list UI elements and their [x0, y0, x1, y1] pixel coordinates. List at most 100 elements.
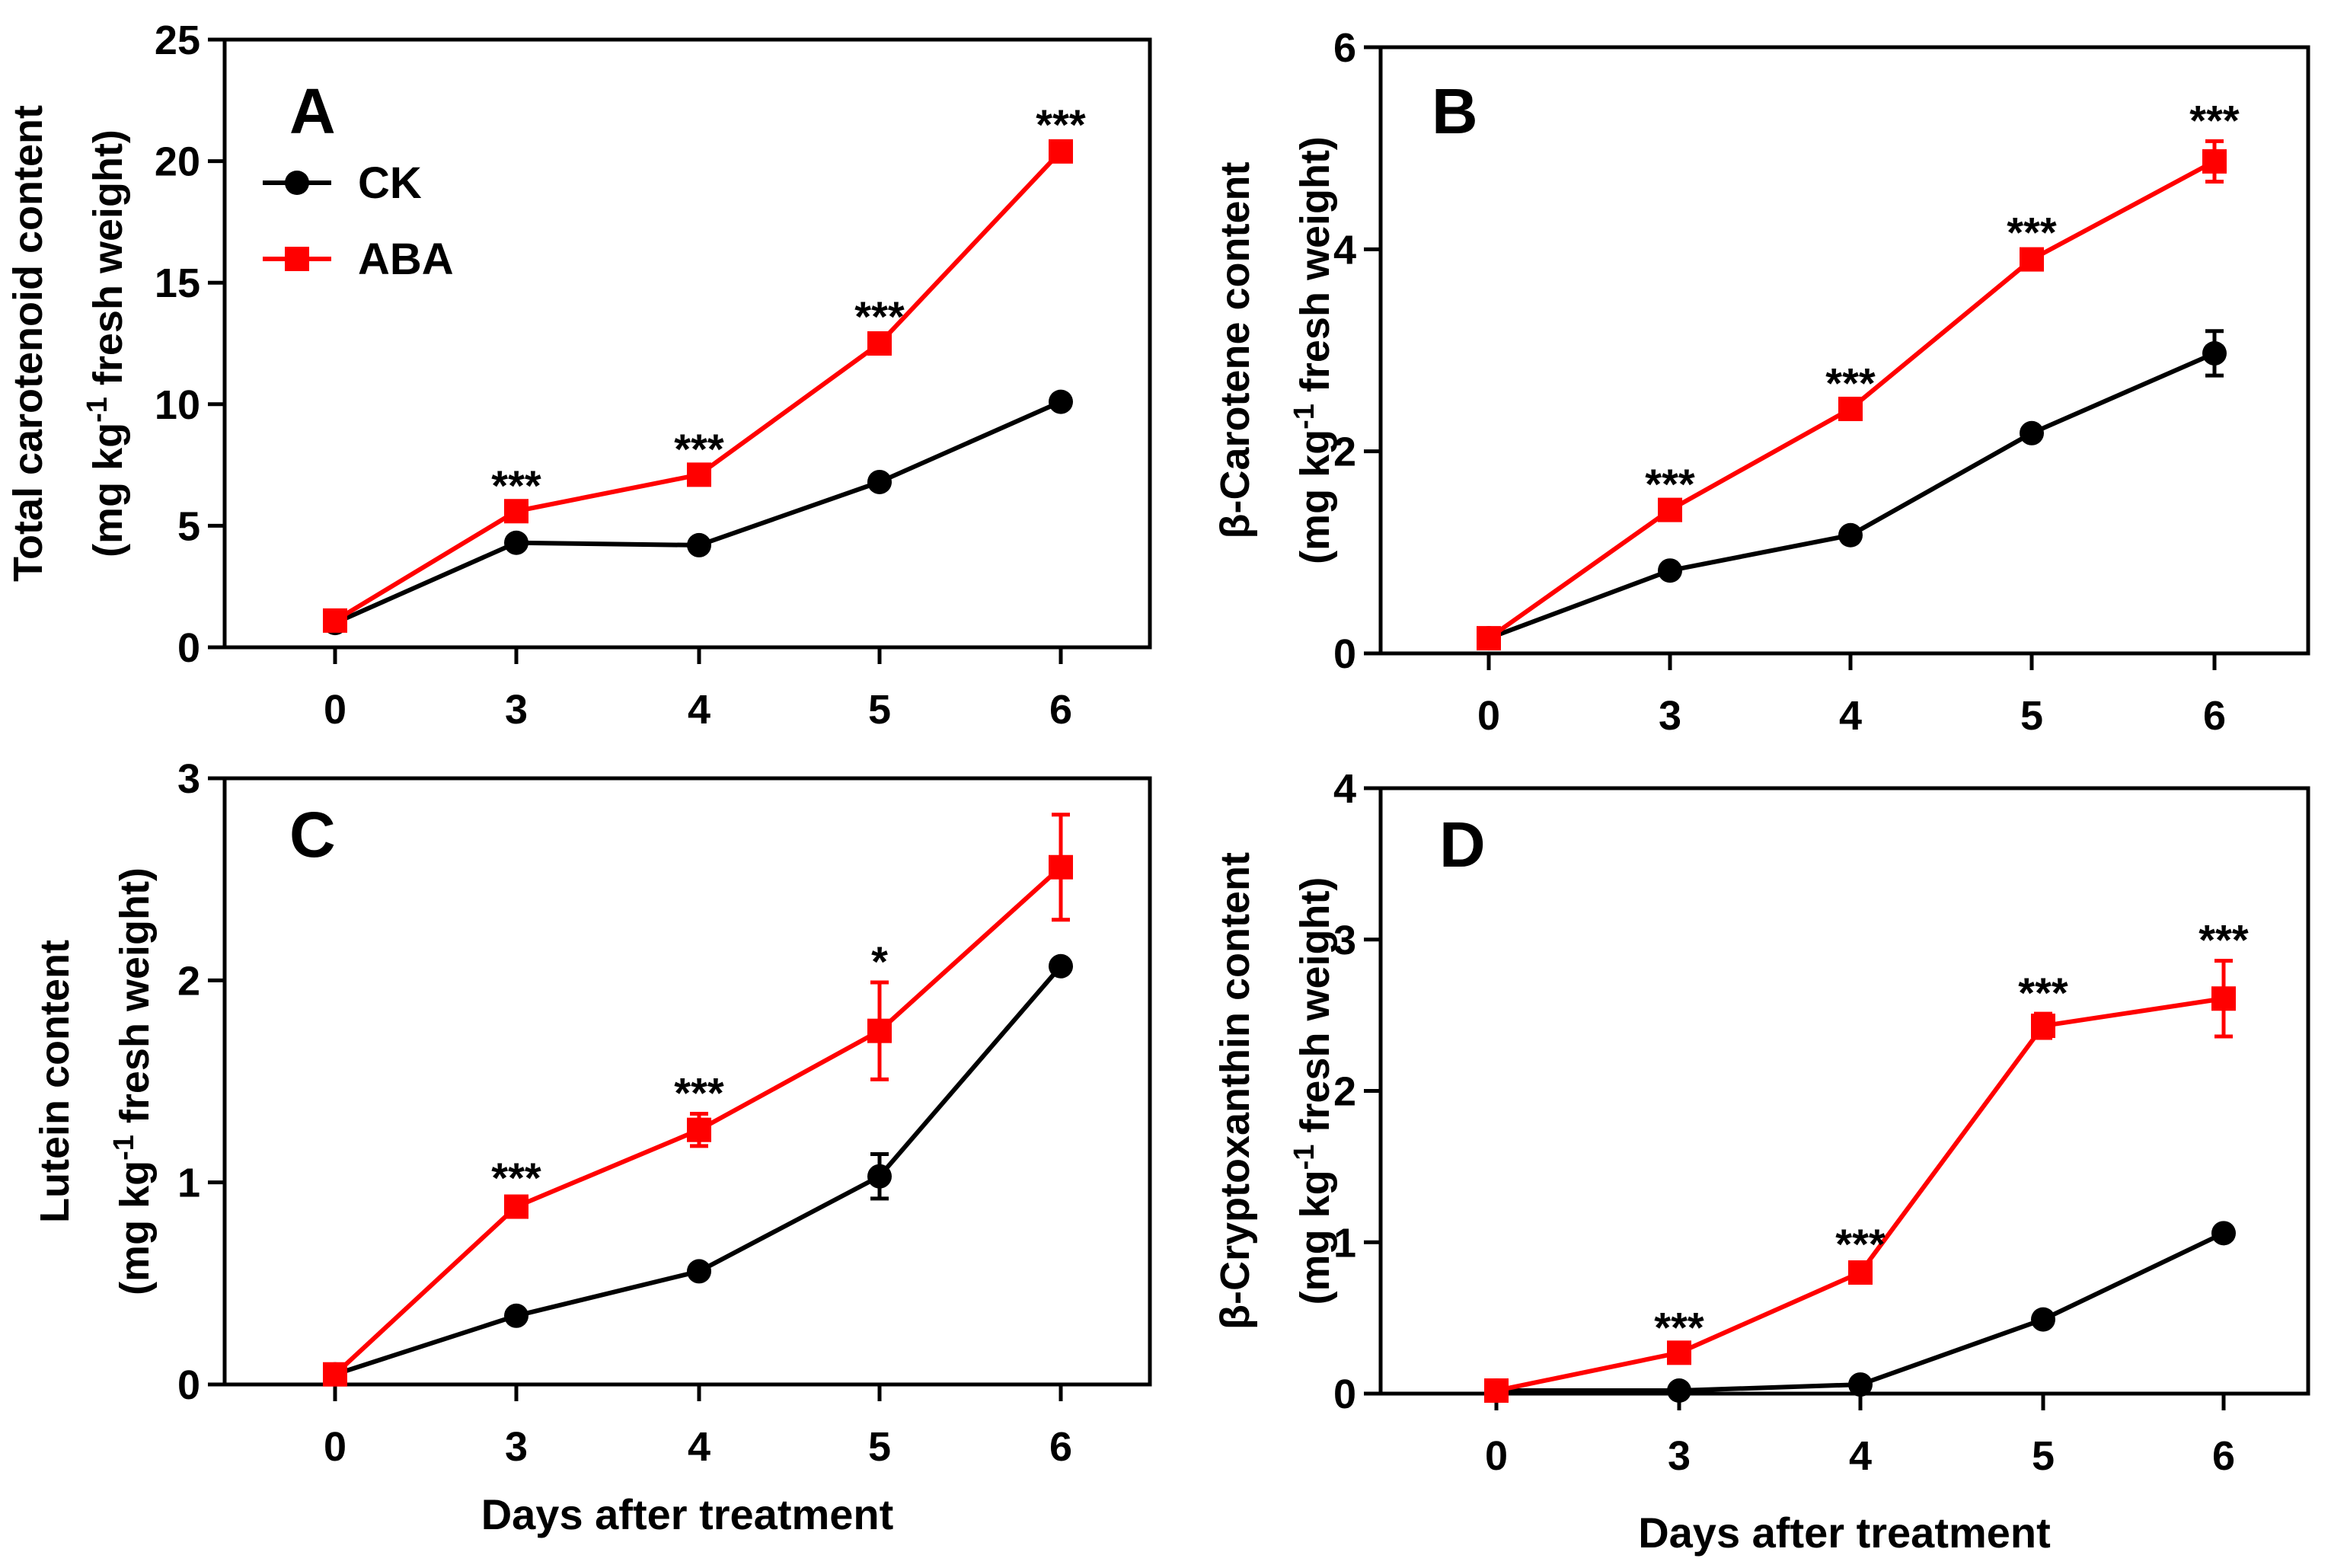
x-tick-label: 6 [1049, 1424, 1072, 1470]
data-point-aba [1484, 1378, 1509, 1404]
panel-a: 0 5 10 15 20 25 0 3 4 5 6 Total carotenoid content (… [5, 18, 1152, 733]
x-tick-label: 4 [1849, 1433, 1872, 1479]
legend-marker-aba [285, 247, 309, 271]
data-point-ck [2031, 1307, 2055, 1332]
data-point-aba [323, 608, 347, 633]
data-point-aba [1477, 626, 1501, 651]
y-axis-label-line1: Lutein content [32, 940, 78, 1223]
legend: CK ABA [263, 158, 454, 284]
x-tick-label: 0 [1485, 1433, 1508, 1479]
y-tick-label: 4 [1333, 227, 1356, 273]
y-axis-label-suffix: fresh weight) [112, 867, 158, 1135]
y-tick-label: 6 [1333, 25, 1356, 71]
x-tick-label: 3 [505, 1424, 528, 1470]
series-ck [323, 953, 1073, 1387]
data-point-ck [504, 1303, 528, 1328]
y-tick-label: 0 [177, 625, 200, 671]
y-tick-label: 3 [1333, 918, 1356, 963]
panel-c: 0 1 2 3 0 3 4 5 6 Lutein content (mg kg-1 fresh we… [32, 756, 1152, 1538]
data-point-ck [1667, 1378, 1691, 1404]
significance-label: *** [2198, 916, 2249, 964]
plot-frame [222, 776, 1152, 1387]
y-axis-label-line1: β-Cryptoxanthin content [1212, 852, 1258, 1330]
x-tick-label: 4 [688, 687, 710, 733]
significance-label: *** [2007, 209, 2057, 257]
x-tick-label: 5 [2032, 1433, 2055, 1479]
series-aba [323, 813, 1073, 1387]
data-point-aba [323, 1362, 347, 1387]
data-point-ck [1658, 558, 1682, 583]
panel-letter: D [1439, 809, 1486, 880]
plot-frame [222, 37, 1152, 650]
x-axis-label: Days after treatment [481, 1490, 894, 1538]
y-axis-label-prefix: (mg kg [112, 1161, 158, 1295]
x-tick-label: 4 [688, 1424, 710, 1470]
data-point-aba [1838, 396, 1863, 421]
panel-d: 0 1 2 3 4 0 3 4 5 6 β-Cryptoxanthin content (mg kg-… [1212, 766, 2310, 1557]
significance-label: *** [674, 425, 724, 473]
y-tick-label: 1 [177, 1161, 200, 1206]
y-tick-label: 0 [1333, 1372, 1356, 1417]
data-point-ck [2211, 1221, 2236, 1246]
y-axis-label-line2: (mg kg-1 fresh weight) [1288, 877, 1338, 1305]
y-axis-label-line1: Total carotenoid content [5, 105, 51, 582]
significance-label: *** [674, 1068, 724, 1116]
data-point-aba [687, 1117, 711, 1142]
data-point-ck [1049, 953, 1073, 979]
y-tick-label: 3 [177, 756, 200, 802]
panel-letter: B [1432, 75, 1478, 147]
x-tick-label: 0 [324, 1424, 346, 1470]
x-tick-label: 6 [1049, 687, 1072, 733]
x-axis-label: Days after treatment [1638, 1509, 2051, 1557]
data-point-ck [687, 532, 711, 557]
significance-label: *** [491, 1154, 541, 1202]
data-point-ck [1848, 1372, 1873, 1397]
x-tick-label: 6 [2212, 1433, 2235, 1479]
x-tick-label: 5 [2020, 693, 2043, 739]
x-tick-label: 4 [1839, 693, 1862, 739]
significance-label: *** [2189, 96, 2240, 144]
y-axis-label-line2: (mg kg-1 fresh weight) [1288, 136, 1338, 564]
data-point-ck [2020, 420, 2044, 445]
data-point-aba [2031, 1014, 2055, 1039]
series-aba [1484, 959, 2236, 1404]
y-tick-label: 20 [155, 139, 200, 185]
y-axis-label-suffix: fresh weight) [1292, 136, 1338, 404]
x-tick-label: 3 [1659, 693, 1681, 739]
data-point-ck [1838, 522, 1863, 548]
data-point-aba [1848, 1260, 1873, 1285]
significance-label: *** [1036, 101, 1086, 148]
y-tick-label: 2 [1333, 1069, 1356, 1115]
y-tick-label: 15 [155, 260, 200, 306]
data-point-ck [1049, 389, 1073, 414]
legend-label-aba: ABA [358, 235, 454, 284]
data-point-ck [504, 530, 528, 555]
data-point-aba [504, 499, 528, 524]
data-point-aba [687, 462, 711, 487]
y-tick-label: 1 [1333, 1220, 1356, 1266]
y-axis-label-superscript: -1 [108, 1135, 140, 1161]
series-aba [1477, 139, 2227, 651]
data-point-ck [867, 1164, 892, 1189]
significance-label: *** [1645, 460, 1695, 508]
panel-letter: A [289, 75, 336, 147]
y-axis-label-superscript: -1 [1288, 404, 1320, 430]
y-tick-label: 0 [1333, 631, 1356, 677]
y-axis-label-prefix: (mg kg [1292, 1170, 1338, 1305]
panel-letter: C [289, 799, 336, 870]
significance-label: *** [1654, 1303, 1704, 1351]
significance-label: * [871, 937, 888, 985]
panel-b: 0 2 4 6 0 3 4 5 6 β-Carotene content (mg kg-1 fres… [1212, 25, 2310, 739]
series-line-aba [1496, 996, 2224, 1393]
y-axis-label-superscript: -1 [81, 397, 113, 423]
significance-label: *** [2018, 969, 2068, 1017]
significance-label: *** [491, 461, 541, 509]
data-point-ck [687, 1259, 711, 1284]
series-aba [323, 139, 1073, 633]
data-point-aba [867, 1018, 892, 1043]
data-point-ck [2202, 340, 2227, 366]
data-point-aba [1049, 854, 1073, 880]
y-axis-label-superscript: -1 [1288, 1145, 1320, 1170]
x-tick-label: 3 [505, 687, 528, 733]
